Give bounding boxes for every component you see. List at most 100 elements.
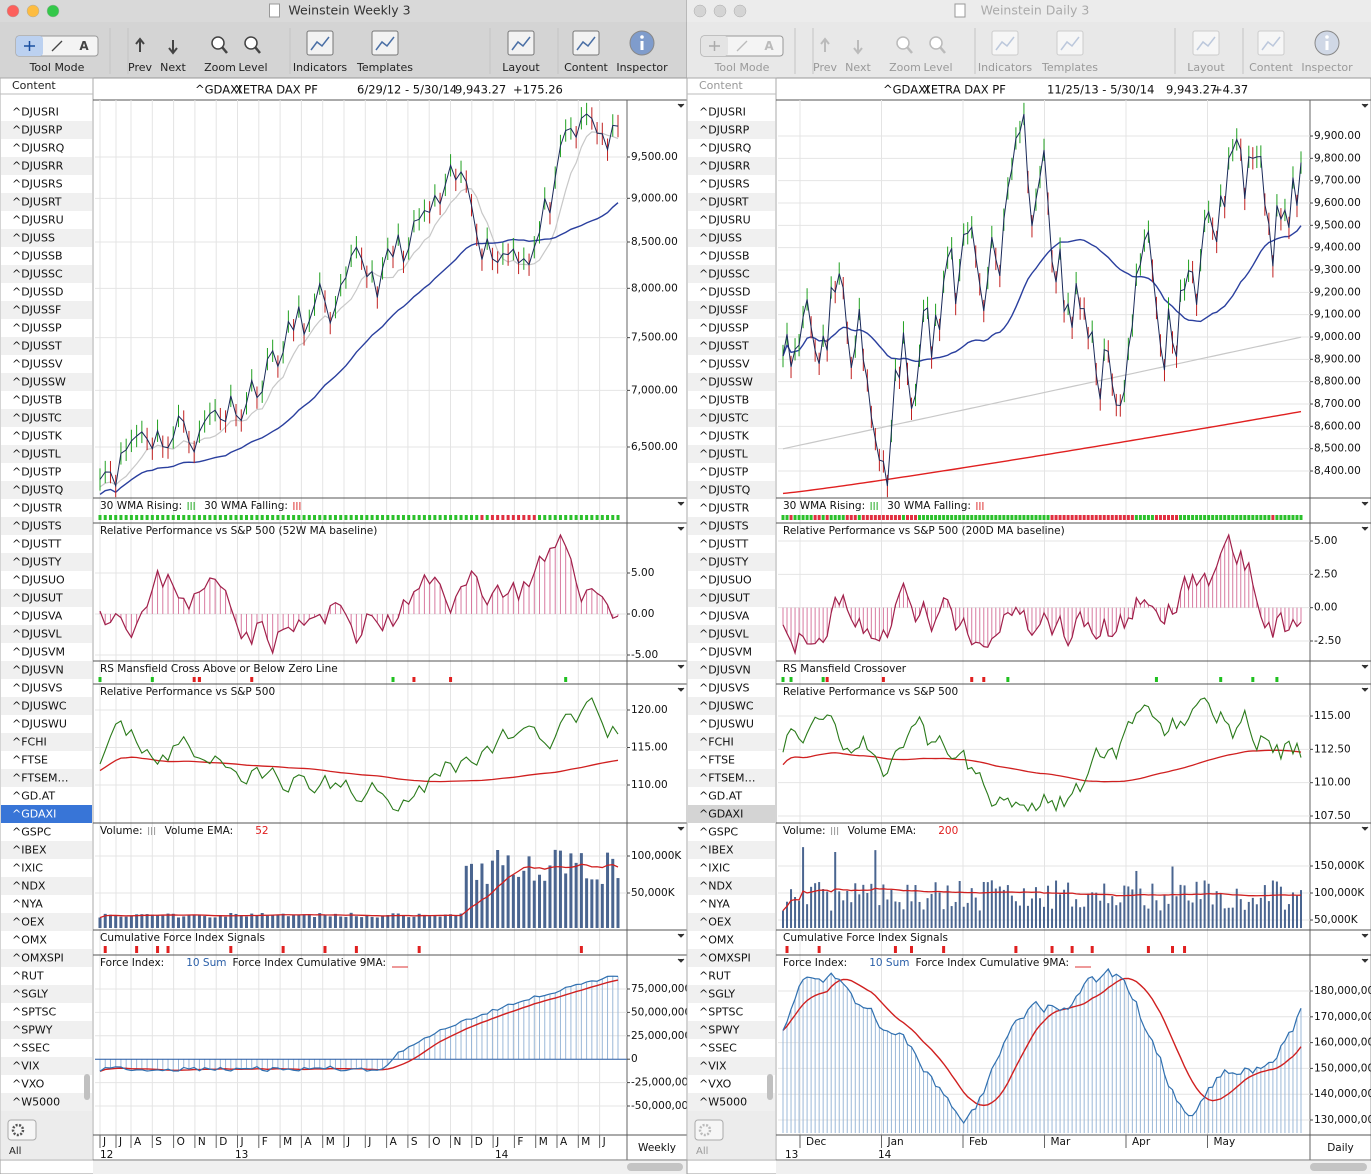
- symbol-row[interactable]: [688, 769, 775, 787]
- symbol-name[interactable]: ^FTSE: [12, 754, 48, 767]
- symbol-name[interactable]: ^DJUSVL: [699, 628, 749, 641]
- symbol-row[interactable]: [688, 607, 775, 625]
- symbol-name[interactable]: ^DJUSUT: [699, 592, 750, 605]
- symbol-name[interactable]: ^DJUSVS: [12, 682, 62, 695]
- toolbar-icon[interactable]: [1192, 30, 1220, 56]
- zoom-lens[interactable]: [211, 36, 225, 50]
- symbol-row[interactable]: [688, 157, 775, 175]
- symbol-row[interactable]: [1, 229, 92, 247]
- timeframe[interactable]: Daily: [1327, 1142, 1354, 1154]
- symbol-row[interactable]: [1, 625, 92, 643]
- symbol-name[interactable]: ^FTSEM…: [699, 772, 756, 785]
- symbol-row[interactable]: [688, 787, 775, 805]
- symbol-row[interactable]: [1, 913, 92, 931]
- symbol-row[interactable]: [1, 877, 92, 895]
- symbol-name[interactable]: ^DJUSRR: [699, 160, 751, 173]
- toolbar-label[interactable]: Templates: [1041, 61, 1098, 74]
- symbol-name[interactable]: ^DJUSSB: [699, 250, 750, 263]
- toolbar-label[interactable]: Prev: [128, 61, 152, 74]
- window-button[interactable]: [733, 4, 747, 18]
- symbol-row[interactable]: [1, 841, 92, 859]
- symbol-row[interactable]: [1, 751, 92, 769]
- symbol-name[interactable]: ^RUT: [12, 970, 44, 983]
- symbol-row[interactable]: [688, 139, 775, 157]
- symbol-name[interactable]: ^OMX: [699, 934, 734, 947]
- symbol-name[interactable]: ^DJUSRI: [12, 106, 59, 119]
- symbol-name[interactable]: ^DJUSRP: [12, 124, 63, 137]
- tool-text[interactable]: A: [79, 39, 89, 53]
- symbol-row[interactable]: [688, 1057, 775, 1075]
- symbol-name[interactable]: ^DJUSTP: [699, 466, 749, 479]
- toolbar-label[interactable]: Level: [923, 61, 952, 74]
- symbol-row[interactable]: [688, 805, 775, 823]
- symbol-row[interactable]: [688, 553, 775, 571]
- symbol-row[interactable]: [1, 193, 92, 211]
- symbol-name[interactable]: ^DJUSSV: [12, 358, 63, 371]
- symbol-name[interactable]: ^OMXSPI: [699, 952, 751, 965]
- symbol-row[interactable]: [1, 679, 92, 697]
- zoom-handle[interactable]: [254, 46, 261, 54]
- symbol-name[interactable]: ^DJUSVN: [699, 664, 751, 677]
- symbol-row[interactable]: [688, 247, 775, 265]
- symbol-row[interactable]: [688, 1003, 775, 1021]
- symbol-row[interactable]: [688, 499, 775, 517]
- toolbar-label[interactable]: Zoom: [204, 61, 236, 74]
- nav-arrow-tip[interactable]: [820, 37, 830, 45]
- toolbar-icon[interactable]: [306, 30, 334, 56]
- symbol-name[interactable]: ^DJUSSD: [699, 286, 750, 299]
- symbol-name[interactable]: ^DJUSWU: [699, 718, 754, 731]
- panel-menu[interactable]: [677, 103, 685, 108]
- window-button[interactable]: [693, 4, 707, 18]
- toolbar-label[interactable]: Zoom: [889, 61, 921, 74]
- symbol-row[interactable]: [688, 877, 775, 895]
- symbol-name[interactable]: ^DJUSTL: [699, 448, 749, 461]
- panel-menu[interactable]: [677, 826, 685, 831]
- symbol-name[interactable]: ^DJUSRQ: [699, 142, 752, 155]
- symbol-row[interactable]: [1, 607, 92, 625]
- symbol-name[interactable]: ^DJUSTR: [12, 502, 63, 515]
- symbol-name[interactable]: ^VIX: [12, 1060, 40, 1073]
- symbol-row[interactable]: [1, 1003, 92, 1021]
- symbol-name[interactable]: ^DJUSVS: [699, 682, 749, 695]
- symbol-row[interactable]: [688, 409, 775, 427]
- symbol-name[interactable]: ^DJUSTY: [12, 556, 62, 569]
- symbol-row[interactable]: [688, 121, 775, 139]
- symbol-name[interactable]: ^NYA: [699, 898, 730, 911]
- symbol-row[interactable]: [1, 355, 92, 373]
- symbol-row[interactable]: [688, 445, 775, 463]
- toolbar-label[interactable]: Inspector: [1301, 61, 1353, 74]
- symbol-name[interactable]: ^DJUSTL: [12, 448, 62, 461]
- panel-menu[interactable]: [1361, 664, 1369, 669]
- symbol-row[interactable]: [688, 1039, 775, 1057]
- symbol-name[interactable]: ^DJUSRS: [12, 178, 63, 191]
- symbol-row[interactable]: [688, 193, 775, 211]
- symbol-row[interactable]: [688, 643, 775, 661]
- symbol-name[interactable]: ^FTSEM…: [12, 772, 69, 785]
- window-button[interactable]: [26, 4, 40, 18]
- symbol-name[interactable]: ^DJUSSD: [12, 286, 63, 299]
- symbol-name[interactable]: ^DJUSVM: [12, 646, 65, 659]
- symbol-row[interactable]: [1, 1075, 92, 1093]
- symbol-row[interactable]: [1, 1039, 92, 1057]
- toolbar-icon[interactable]: [1257, 30, 1285, 56]
- symbol-name[interactable]: ^DJUSVA: [699, 610, 750, 623]
- symbol-row[interactable]: [1, 103, 92, 121]
- symbol-name[interactable]: ^FCHI: [699, 736, 734, 749]
- symbol-row[interactable]: [1, 265, 92, 283]
- symbol-row[interactable]: [688, 391, 775, 409]
- panel-menu[interactable]: [677, 933, 685, 938]
- zoom-lens[interactable]: [929, 36, 943, 50]
- nav-arrow-tip[interactable]: [168, 47, 178, 55]
- symbol-row[interactable]: [1, 445, 92, 463]
- symbol-row[interactable]: [1, 121, 92, 139]
- symbol-row[interactable]: [688, 589, 775, 607]
- symbol-row[interactable]: [1, 661, 92, 679]
- symbol-name[interactable]: ^GD.AT: [12, 790, 55, 803]
- symbol-row[interactable]: [1, 571, 92, 589]
- symbol-name[interactable]: ^OMXSPI: [12, 952, 64, 965]
- symbol-row[interactable]: [1, 409, 92, 427]
- symbol-row[interactable]: [688, 103, 775, 121]
- toolbar-label[interactable]: Templates: [356, 61, 413, 74]
- symbol-name[interactable]: ^OEX: [699, 916, 732, 929]
- symbol-row[interactable]: [1, 805, 92, 823]
